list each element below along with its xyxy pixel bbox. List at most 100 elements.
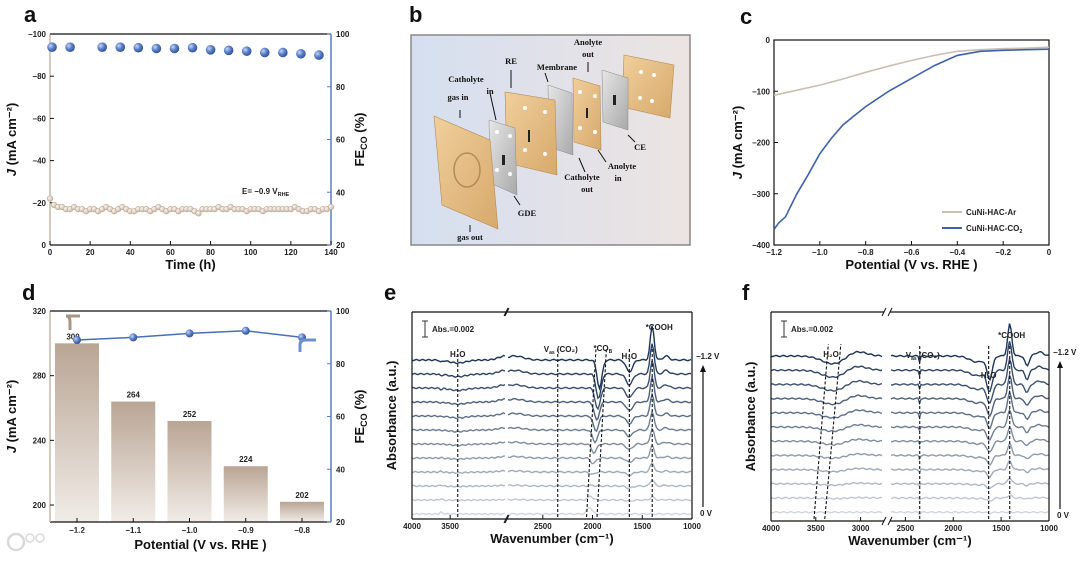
y-tick-label: −60 <box>32 114 46 123</box>
bar <box>167 420 212 522</box>
vas-label-text: V <box>906 351 912 360</box>
spectrum-curve <box>770 441 1049 466</box>
panel-a-stability-chart: 0 20 40 60 80 100 120 140 −100 −80 −60 −40 −20 0 20 40 6… <box>4 30 369 272</box>
plate-hole <box>543 110 547 114</box>
bar <box>280 501 324 522</box>
x-tick-label: 120 <box>284 248 298 257</box>
axis-break-mark <box>881 307 887 317</box>
panel-label-f: f <box>742 280 750 305</box>
guide-line-dashed <box>813 343 829 520</box>
fe-data-point <box>259 47 270 58</box>
j-data-point <box>195 210 202 217</box>
fe-data-point <box>115 42 126 52</box>
spectrum-curve <box>770 356 1049 404</box>
spectrum-curve <box>770 372 1049 418</box>
plate-hole <box>523 148 527 152</box>
electrode-slot <box>502 155 505 165</box>
axis-title-italic: J <box>4 445 19 453</box>
x-tick-label: −0.4 <box>949 248 965 257</box>
co-label: *COB <box>594 344 613 355</box>
legend-label-text: CuNi-HAC-CO <box>966 224 1019 233</box>
fe-data-point <box>241 326 250 335</box>
axis-title-text: FE <box>352 150 367 167</box>
bar-value-label: 264 <box>127 391 141 400</box>
diagram-label-anolyte-out-1: Anolyte <box>574 37 603 47</box>
y-tick-label: 0 <box>766 36 771 45</box>
axis-break-mark <box>887 307 893 317</box>
diagram-label-anolyte-out-2: out <box>582 49 594 59</box>
bar <box>55 343 99 522</box>
bar-value-label: 202 <box>295 491 309 500</box>
panel-label-b: b <box>409 2 422 27</box>
arrow-head-icon <box>700 365 706 372</box>
y-tick-label: 320 <box>33 307 47 316</box>
x-tick-label: 0 <box>48 248 53 257</box>
plate-hole <box>578 90 582 94</box>
spectrum-curve <box>411 479 692 490</box>
fe-data-point <box>47 42 57 52</box>
spectrum-curve <box>770 510 1049 516</box>
electrode-slot <box>586 108 588 118</box>
fe-data-point <box>223 45 234 56</box>
scale-bar-label: Abs.=0.002 <box>791 325 834 334</box>
axis-title-text: Absorbance (a.u.) <box>743 362 758 472</box>
x-tick-label: −1.2 <box>69 526 85 535</box>
plate-hole <box>593 130 597 134</box>
diagram-label-membrane: Membrane <box>537 62 577 72</box>
fe-data-point <box>65 42 75 52</box>
diagram-label-gde: GDE <box>518 208 537 218</box>
axis-title-italic: J <box>730 171 745 179</box>
x-tick-label: 80 <box>206 248 215 257</box>
j-data-point <box>327 203 335 211</box>
y-tick-label: −20 <box>32 199 46 208</box>
axis-break-mark <box>503 514 509 524</box>
x-tick-label: 20 <box>86 248 95 257</box>
spectrum-curve <box>770 459 1049 478</box>
fe-data-point <box>205 45 216 55</box>
spectrum-curve <box>411 495 691 502</box>
plate-hole <box>652 73 656 77</box>
x-tick-label: 2500 <box>896 524 914 533</box>
x-tick-label: 3000 <box>852 524 870 533</box>
spectrum-curve <box>770 425 1049 453</box>
fe-data-point <box>241 46 252 56</box>
x-tick-label: −1.0 <box>812 248 828 257</box>
guide-line-dashed <box>586 347 597 518</box>
arrow <box>597 149 607 163</box>
x-tick-label: 60 <box>166 248 175 257</box>
y-tick-label: −100 <box>752 87 771 96</box>
fe-data-point <box>129 333 138 342</box>
fe-data-point <box>169 43 180 54</box>
co-label-text: *CO <box>594 344 609 353</box>
spectrum-curve <box>411 325 692 391</box>
bar-value-label: 300 <box>66 332 80 341</box>
y-tick-label: 240 <box>33 436 47 445</box>
diagram-label-anolyte-in-2: in <box>614 173 621 183</box>
vas-label-end: (CO₂) <box>917 351 940 360</box>
y2-tick-label: 100 <box>336 307 350 316</box>
y-tick-label: −300 <box>752 190 771 199</box>
h2o-label: H₂O <box>823 350 839 359</box>
y2-tick-label: 20 <box>336 518 345 527</box>
arrow <box>513 195 521 206</box>
plate-hole <box>639 70 643 74</box>
diagram-label-catholyte-in-1: Catholyte <box>448 74 484 84</box>
label-subscript: as <box>549 350 555 356</box>
fe-data-point <box>97 42 107 52</box>
h2o-label: H₂O <box>622 352 638 361</box>
arrow <box>578 157 586 173</box>
y2-tick-label: 80 <box>336 83 345 92</box>
y-tick-label: −400 <box>752 241 771 250</box>
plate-hole <box>593 94 597 98</box>
fe-data-point <box>314 50 324 60</box>
axis-break-mark <box>504 514 510 524</box>
axis-title-italic: J <box>4 168 19 176</box>
diagram-label-anolyte-in-1: Anolyte <box>608 161 637 171</box>
axis-title-text: (%) <box>352 390 367 414</box>
series-line-co2 <box>773 48 1050 231</box>
plate-hole <box>543 152 547 156</box>
bar <box>223 466 268 522</box>
potential-top-label: −1.2 V <box>1053 348 1077 357</box>
